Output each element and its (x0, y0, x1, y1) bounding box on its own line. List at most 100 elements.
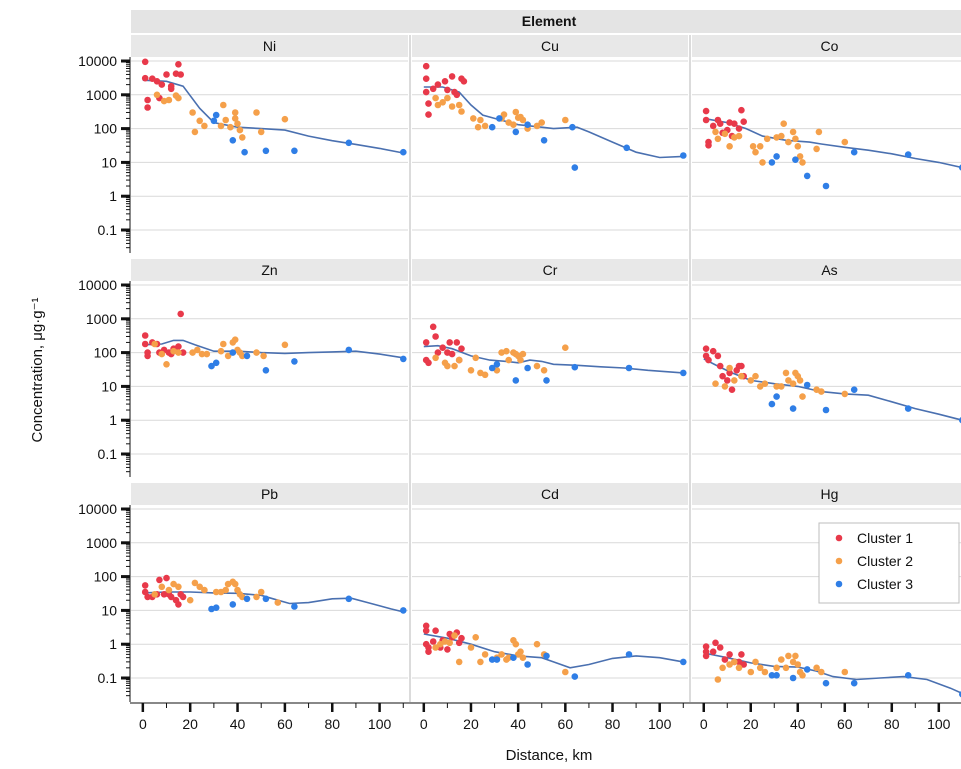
data-point-cluster-1 (158, 81, 166, 88)
trend-line (142, 591, 404, 613)
data-point-cluster-1 (422, 88, 430, 96)
data-point-cluster-1 (738, 106, 745, 114)
data-point-cluster-2 (257, 128, 265, 136)
trend-line (703, 117, 961, 169)
data-point-cluster-1 (141, 332, 149, 339)
data-point-cluster-1 (705, 356, 712, 364)
panel-strip (412, 35, 688, 57)
data-point-cluster-1 (451, 88, 458, 96)
data-point-cluster-2 (735, 664, 743, 672)
data-point-cluster-2 (747, 668, 755, 676)
data-point-cluster-1 (422, 622, 430, 630)
data-point-cluster-3 (768, 400, 776, 408)
data-point-cluster-1 (177, 71, 184, 78)
data-point-cluster-1 (709, 122, 717, 130)
x-tick-label: 80 (884, 716, 900, 732)
data-point-cluster-2 (198, 350, 206, 358)
data-point-cluster-2 (505, 654, 512, 661)
data-point-cluster-2 (470, 115, 477, 122)
y-tick-label: 1 (109, 412, 117, 428)
y-tick-label: 1 (109, 636, 117, 652)
y-axis-row-3: 0.1 1 10 100 1000 10000 (78, 501, 131, 702)
x-tick-label: 60 (558, 716, 574, 732)
data-point-cluster-2 (196, 117, 203, 125)
data-point-cluster-2 (444, 362, 451, 370)
panel-strip (412, 483, 688, 505)
panel-strip (412, 259, 688, 281)
data-point-cluster-2 (455, 658, 463, 666)
data-point-cluster-2 (761, 380, 769, 388)
data-point-cluster-2 (794, 661, 802, 668)
data-point-cluster-2 (503, 347, 510, 355)
data-point-cluster-2 (778, 656, 785, 663)
data-point-cluster-2 (721, 130, 729, 138)
data-point-cluster-1 (740, 661, 747, 668)
data-point-cluster-1 (179, 349, 187, 356)
panel-strip (692, 259, 961, 281)
data-point-cluster-2 (227, 123, 234, 131)
data-point-cluster-2 (274, 599, 282, 606)
panel-cr: Cr (412, 259, 688, 477)
data-point-cluster-1 (453, 339, 461, 346)
data-point-cluster-1 (422, 627, 430, 634)
x-tick-label: 20 (182, 716, 198, 732)
y-tick-label: 0.1 (98, 446, 118, 462)
data-point-cluster-2 (170, 580, 177, 588)
data-point-cluster-2 (735, 132, 743, 140)
data-point-cluster-1 (719, 372, 726, 380)
data-point-cluster-2 (175, 583, 182, 591)
data-point-cluster-2 (510, 121, 517, 128)
data-point-cluster-2 (196, 583, 203, 591)
data-point-cluster-1 (702, 643, 710, 650)
data-point-cluster-3 (488, 656, 496, 663)
data-point-cluster-3 (822, 406, 830, 414)
data-point-cluster-1 (724, 377, 731, 384)
data-point-cluster-2 (778, 383, 785, 390)
data-point-cluster-2 (752, 148, 759, 156)
data-point-cluster-1 (702, 345, 710, 353)
data-point-cluster-1 (705, 142, 712, 149)
data-point-cluster-2 (434, 101, 442, 109)
data-point-cluster-3 (768, 672, 776, 679)
data-point-cluster-1 (726, 651, 733, 658)
data-point-cluster-2 (222, 586, 229, 594)
data-point-cluster-2 (201, 586, 208, 594)
x-axis: 0 20 40 60 80 100 0 20 40 60 80 100 0 20 40 60 80 100 (130, 702, 961, 732)
data-point-cluster-2 (763, 135, 771, 143)
data-point-cluster-1 (429, 638, 437, 645)
data-point-cluster-2 (455, 356, 463, 364)
data-point-cluster-3 (291, 147, 298, 155)
data-point-cluster-2 (773, 383, 780, 390)
data-point-cluster-2 (203, 350, 211, 358)
data-point-cluster-1 (716, 120, 724, 127)
data-point-cluster-3 (822, 679, 830, 687)
data-point-cluster-1 (434, 81, 442, 88)
x-tick-label: 60 (837, 716, 853, 732)
x-tick-label: 0 (700, 716, 708, 732)
data-point-cluster-2 (749, 143, 757, 150)
data-point-cluster-2 (175, 94, 182, 102)
panel-pb: Pb (131, 483, 408, 702)
y-tick-label: 100 (94, 345, 118, 361)
panel-cu: Cu (412, 35, 688, 253)
data-point-cluster-2 (194, 346, 201, 354)
data-point-cluster-2 (794, 143, 802, 150)
y-tick-label: 100 (94, 569, 118, 585)
data-point-cluster-2 (158, 350, 166, 358)
data-point-cluster-1 (422, 339, 430, 346)
data-point-cluster-2 (498, 651, 505, 658)
data-point-cluster-2 (191, 579, 199, 587)
data-point-cluster-2 (533, 640, 541, 648)
data-point-cluster-1 (702, 116, 710, 124)
data-point-cluster-3 (345, 346, 353, 354)
data-point-cluster-2 (165, 96, 173, 104)
data-point-cluster-3 (345, 595, 353, 603)
data-point-cluster-2 (253, 593, 260, 601)
data-point-cluster-2 (796, 153, 804, 160)
data-point-cluster-1 (144, 96, 151, 104)
data-point-cluster-3 (229, 137, 237, 144)
panel-title: Hg (821, 486, 839, 502)
data-point-cluster-3 (773, 393, 780, 400)
data-point-cluster-1 (141, 58, 149, 66)
data-point-cluster-2 (231, 115, 239, 122)
